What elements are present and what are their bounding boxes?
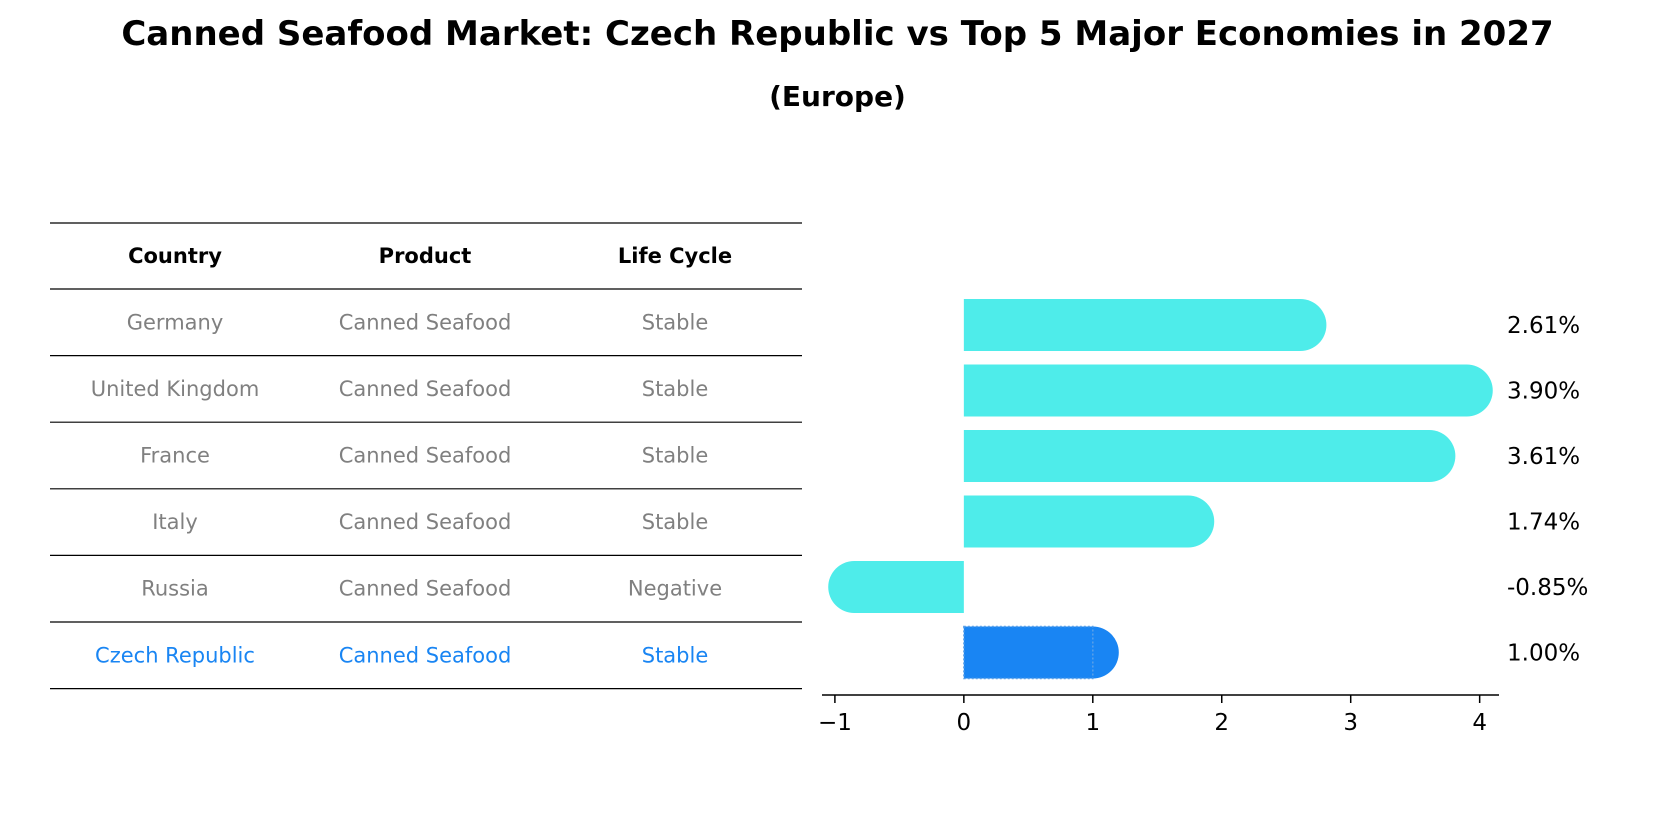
highlight-outline	[963, 625, 1094, 680]
table-cell: Stable	[642, 444, 709, 468]
x-tick-label: −1	[818, 710, 852, 736]
table-cell: United Kingdom	[91, 377, 260, 401]
table-cell: Czech Republic	[95, 643, 255, 667]
table-cell: Russia	[141, 577, 209, 601]
x-tick-label: 1	[1085, 710, 1100, 736]
table-cell: Germany	[127, 310, 224, 334]
bar-germany	[963, 299, 1327, 351]
data-label: -0.85%	[1507, 575, 1588, 601]
chart-title: Canned Seafood Market: Czech Republic vs…	[121, 14, 1554, 54]
table-cell: Stable	[642, 377, 709, 401]
data-table: Country Product Life Cycle Germany Canned Se…	[50, 222, 802, 690]
bar-italy	[963, 495, 1215, 548]
data-label: 1.00%	[1507, 641, 1580, 667]
x-tick-label: 3	[1343, 710, 1358, 736]
data-label: 2.61%	[1507, 313, 1580, 339]
x-tick-label: 4	[1472, 710, 1487, 736]
table-cell: Canned Seafood	[339, 510, 512, 534]
table-cell: Canned Seafood	[339, 310, 512, 334]
table-cell: Stable	[642, 643, 709, 667]
bar-france	[963, 430, 1456, 482]
table-cell: Stable	[642, 310, 709, 334]
data-label: 3.61%	[1507, 444, 1580, 470]
x-tick-label: 2	[1214, 710, 1229, 736]
table-header: Product	[379, 244, 472, 268]
table-cell: Canned Seafood	[339, 643, 512, 667]
chart-subtitle: (Europe)	[769, 80, 906, 113]
table-cell: Canned Seafood	[339, 377, 512, 401]
table-cell: France	[140, 444, 210, 468]
bar-czech-republic	[963, 626, 1119, 679]
bar-chart: 2.61% 3.90% 3.61% 1.74% -0.85% 1.00% −1 0 1 2 3 4	[818, 299, 1588, 736]
table-cell: Canned Seafood	[339, 444, 512, 468]
data-label: 1.74%	[1507, 510, 1580, 536]
bar-united-kingdom	[963, 364, 1493, 417]
x-tick-label: 0	[957, 710, 972, 736]
data-label: 3.90%	[1507, 379, 1580, 405]
table-cell: Italy	[152, 510, 198, 534]
bar-russia	[828, 561, 964, 613]
table-cell: Stable	[642, 510, 709, 534]
table-cell: Canned Seafood	[339, 577, 512, 601]
table-header: Life Cycle	[618, 244, 732, 268]
table-cell: Negative	[628, 577, 722, 601]
table-header: Country	[128, 244, 222, 268]
